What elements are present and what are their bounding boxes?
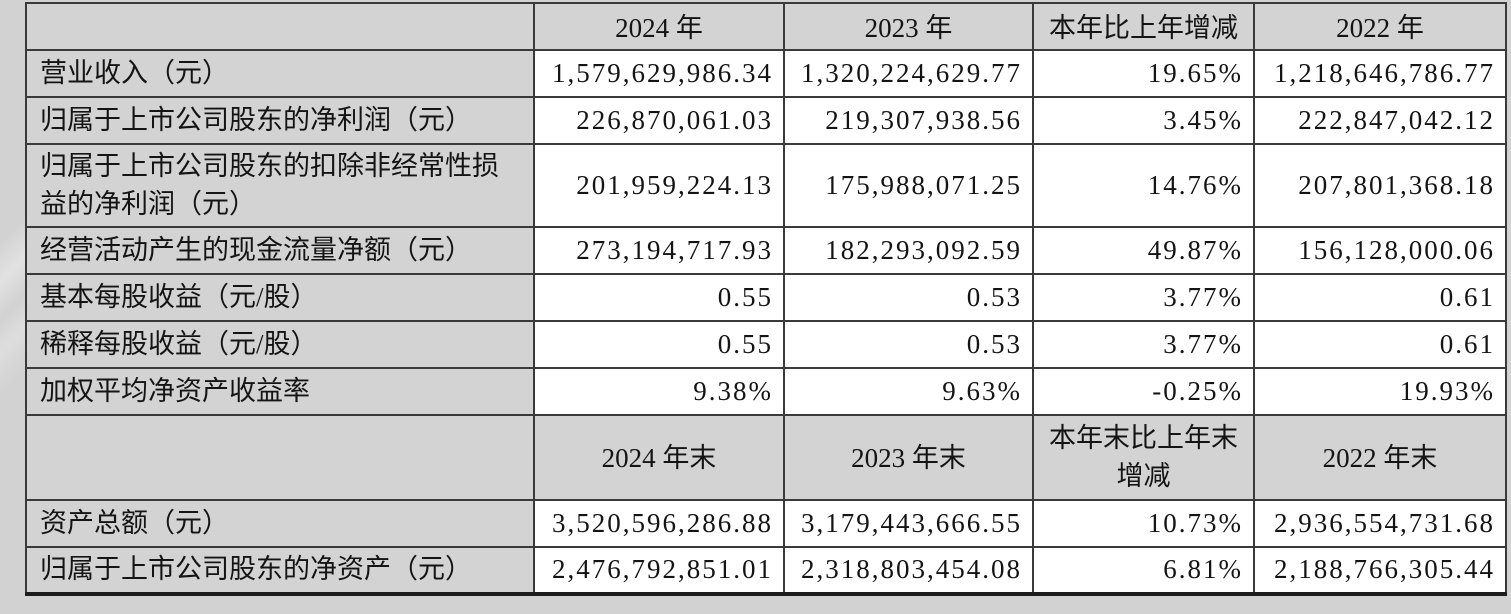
value-cell: 19.65% (1032, 48, 1255, 98)
column-header-label: 2022 年 (1336, 12, 1424, 43)
header-row: 2024 年末 2023 年末 本年末比上年末增减 2022 年末 (25, 413, 1507, 501)
value-cell: 2,936,554,731.68 (1253, 498, 1507, 548)
value-cell: 3.77% (1032, 319, 1255, 369)
value-cell: 2,476,792,851.01 (533, 545, 785, 595)
column-header-label: 2023 年末 (851, 443, 966, 474)
table-row: 营业收入（元） 1,579,629,986.34 1,320,224,629.77 1… (25, 48, 1507, 98)
value-cell: 10.73% (1032, 498, 1255, 548)
value-cell: 3.45% (1032, 95, 1255, 145)
column-header-label: 2024 年末 (601, 443, 717, 474)
row-label: 归属于上市公司股东的净资产（元） (25, 545, 535, 595)
value-cell: 49.87% (1032, 225, 1255, 275)
table-row: 归属于上市公司股东的扣除非经常性损益的净利润（元） 201,959,224.13 1… (25, 142, 1507, 228)
value-cell: 6.81% (1032, 545, 1255, 595)
table-row: 资产总额（元） 3,520,596,286.88 3,179,443,666.55 1… (25, 498, 1507, 548)
financial-table: 2024 年 2023 年 本年比上年增减 2022 年营业收入（元） 1,579,62… (25, 2, 1507, 596)
column-header: 2022 年 (1253, 2, 1507, 51)
column-header-label: 2023 年 (864, 12, 953, 43)
value-cell: 182,293,092.59 (783, 225, 1034, 275)
value-cell: 3,520,596,286.88 (533, 498, 785, 548)
corner-header-cell (25, 2, 535, 51)
row-label: 归属于上市公司股东的净利润（元） (25, 95, 535, 145)
value-cell: 222,847,042.12 (1253, 95, 1507, 145)
column-header: 2023 年末 (783, 413, 1034, 501)
value-cell: 226,870,061.03 (533, 95, 785, 145)
value-cell: 1,320,224,629.77 (783, 48, 1034, 98)
page-margin-watermark (0, 0, 25, 614)
corner-header-cell (25, 413, 535, 501)
value-cell: 219,307,938.56 (783, 95, 1034, 145)
value-cell: 9.63% (783, 366, 1034, 416)
row-label: 资产总额（元） (25, 498, 535, 548)
table-row: 归属于上市公司股东的净利润（元） 226,870,061.03 219,307,93… (25, 95, 1507, 145)
value-cell: 0.61 (1253, 319, 1507, 369)
value-cell: 2,188,766,305.44 (1253, 545, 1507, 595)
table-row: 加权平均净资产收益率 9.38% 9.63% -0.25% 19.93% (25, 366, 1507, 416)
row-label: 加权平均净资产收益率 (25, 366, 535, 416)
table-row: 稀释每股收益（元/股） 0.55 0.53 3.77% 0.61 (25, 319, 1507, 369)
column-header: 2022 年末 (1253, 413, 1507, 501)
value-cell: 3.77% (1032, 272, 1255, 322)
column-header-label: 本年比上年增减 (1049, 12, 1238, 43)
value-cell: 0.55 (533, 272, 785, 322)
row-label: 稀释每股收益（元/股） (25, 319, 535, 369)
row-label: 归属于上市公司股东的扣除非经常性损益的净利润（元） (25, 142, 535, 228)
value-cell: 0.55 (533, 319, 785, 369)
row-label: 经营活动产生的现金流量净额（元） (25, 225, 535, 275)
financial-table-body: 2024 年 2023 年 本年比上年增减 2022 年营业收入（元） 1,579,62… (25, 2, 1507, 595)
column-header: 2024 年 (533, 2, 785, 51)
column-header: 本年末比上年末增减 (1032, 413, 1255, 501)
column-header-label: 本年末比上年末增减 (1049, 422, 1238, 492)
value-cell: 1,579,629,986.34 (533, 48, 785, 98)
value-cell: 2,318,803,454.08 (783, 545, 1034, 595)
table-row: 基本每股收益（元/股） 0.55 0.53 3.77% 0.61 (25, 272, 1507, 322)
value-cell: 201,959,224.13 (533, 142, 785, 228)
value-cell: 273,194,717.93 (533, 225, 785, 275)
column-header-label: 2022 年末 (1322, 443, 1438, 474)
value-cell: 0.61 (1253, 272, 1507, 322)
row-label: 基本每股收益（元/股） (25, 272, 535, 322)
value-cell: 156,128,000.06 (1253, 225, 1507, 275)
column-header: 本年比上年增减 (1032, 2, 1255, 51)
value-cell: 207,801,368.18 (1253, 142, 1507, 228)
header-row: 2024 年 2023 年 本年比上年增减 2022 年 (25, 2, 1507, 51)
value-cell: 9.38% (533, 366, 785, 416)
value-cell: 0.53 (783, 319, 1034, 369)
value-cell: 14.76% (1032, 142, 1255, 228)
value-cell: 3,179,443,666.55 (783, 498, 1034, 548)
value-cell: -0.25% (1032, 366, 1255, 416)
value-cell: 1,218,646,786.77 (1253, 48, 1507, 98)
column-header: 2024 年末 (533, 413, 785, 501)
value-cell: 19.93% (1253, 366, 1507, 416)
table-row: 经营活动产生的现金流量净额（元） 273,194,717.93 182,293,09… (25, 225, 1507, 275)
value-cell: 175,988,071.25 (783, 142, 1034, 228)
column-header-label: 2024 年 (615, 12, 703, 43)
value-cell: 0.53 (783, 272, 1034, 322)
table-row: 归属于上市公司股东的净资产（元） 2,476,792,851.01 2,318,80… (25, 545, 1507, 595)
column-header: 2023 年 (783, 2, 1034, 51)
row-label: 营业收入（元） (25, 48, 535, 98)
